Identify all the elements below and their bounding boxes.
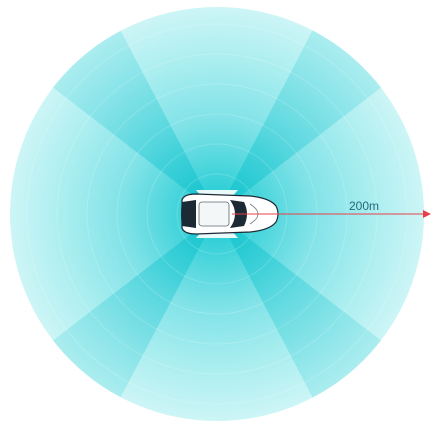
range-label: 200m <box>349 199 379 213</box>
sensor-sectors <box>38 20 396 408</box>
sector-front-right <box>217 20 396 214</box>
car-roof <box>198 201 230 227</box>
sector-front-left <box>38 20 217 214</box>
sector-rear-left <box>38 214 217 408</box>
car-rear-window <box>181 200 196 228</box>
arrow-right-icon <box>423 210 431 218</box>
sector-rear-right <box>217 214 396 408</box>
range-arrow <box>232 210 431 218</box>
